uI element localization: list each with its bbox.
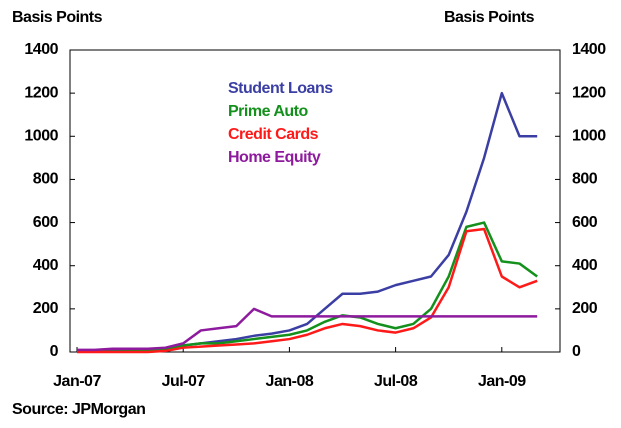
series-line [77, 227, 538, 354]
plot-frame [69, 49, 561, 353]
y-tick-label: 1200 [24, 84, 58, 101]
legend-entry: Prime Auto [228, 103, 308, 120]
y2-axis-label: Basis Points [444, 9, 535, 26]
y2-tick-label: 0 [572, 343, 581, 360]
y-tick-label: 800 [33, 171, 59, 188]
y2-tick-label: 1400 [572, 41, 606, 58]
x-tick-label: Jan-07 [53, 373, 101, 390]
legend-entry: Student Loans [228, 80, 333, 97]
series-line [77, 307, 538, 352]
x-tick-label: Jul-08 [374, 373, 418, 390]
y-tick-label: 600 [33, 214, 59, 231]
source: Source: JPMorgan [12, 401, 145, 418]
y2-tick-label: 400 [572, 257, 598, 274]
y2-tick-label: 1000 [572, 128, 606, 145]
y-tick-label: 0 [50, 343, 59, 360]
x-tick-label: Jul-07 [162, 373, 206, 390]
legend-entry: Home Equity [228, 149, 321, 166]
x-tick-label: Jan-09 [478, 373, 526, 390]
y2-tick-label: 600 [572, 214, 598, 231]
y2-tick-label: 200 [572, 300, 598, 317]
series-line [77, 221, 538, 353]
y-tick-label: 1400 [24, 41, 58, 58]
y2-tick-label: 800 [572, 171, 598, 188]
legend-entry: Credit Cards [228, 126, 319, 143]
y-tick-label: 1000 [24, 128, 58, 145]
y-axis-label: Basis Points [12, 9, 103, 26]
x-tick-label: Jan-08 [266, 373, 314, 390]
y2-tick-label: 1200 [572, 84, 606, 101]
y-tick-label: 200 [33, 300, 59, 317]
y-tick-label: 400 [33, 257, 59, 274]
